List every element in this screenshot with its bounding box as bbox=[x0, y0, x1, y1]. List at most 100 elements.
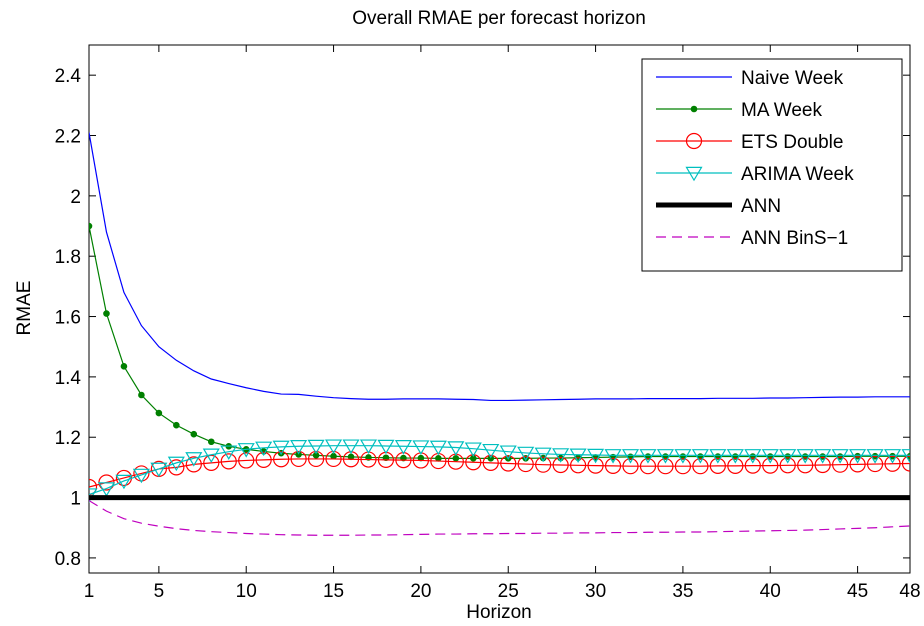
series-layer bbox=[89, 132, 910, 536]
data-point bbox=[639, 449, 657, 464]
data-point bbox=[831, 449, 849, 464]
data-point bbox=[744, 457, 761, 474]
legend-marker bbox=[685, 166, 703, 182]
data-point bbox=[762, 457, 779, 474]
data-point bbox=[207, 438, 215, 446]
data-point bbox=[534, 447, 552, 463]
data-point bbox=[866, 449, 884, 464]
x-tick-label: 10 bbox=[236, 581, 257, 602]
data-point bbox=[382, 454, 390, 462]
legend-label: ANN bbox=[741, 196, 781, 217]
data-point bbox=[394, 440, 412, 455]
x-axis-label: Horizon bbox=[466, 602, 531, 623]
data-point bbox=[727, 457, 744, 474]
chart-title: Overall RMAE per forecast horizon bbox=[352, 8, 646, 29]
data-point bbox=[120, 363, 128, 370]
data-point bbox=[883, 449, 902, 464]
data-point bbox=[290, 450, 307, 468]
legend-marker bbox=[690, 105, 698, 113]
series-3 bbox=[89, 450, 910, 496]
data-point bbox=[155, 409, 163, 417]
x-tick-label: 25 bbox=[498, 581, 519, 602]
y-tick-label: 1.2 bbox=[55, 428, 81, 449]
data-point bbox=[185, 456, 202, 473]
data-point bbox=[622, 458, 639, 475]
legend-label: Naive Week bbox=[741, 68, 844, 89]
data-point bbox=[779, 457, 796, 474]
x-tick-label: 1 bbox=[84, 581, 95, 602]
legend-entry: ANN BinS−1 bbox=[656, 228, 848, 249]
data-point bbox=[220, 453, 237, 470]
legend-label: MA Week bbox=[741, 100, 822, 121]
data-point bbox=[832, 456, 849, 473]
data-point bbox=[447, 441, 465, 456]
series-line bbox=[89, 445, 910, 496]
data-point bbox=[797, 457, 814, 474]
data-point bbox=[744, 449, 762, 464]
x-tick-label: 40 bbox=[760, 581, 781, 602]
data-point bbox=[202, 448, 220, 464]
series-6 bbox=[89, 500, 910, 536]
data-point bbox=[429, 440, 447, 456]
y-tick-label: 2.2 bbox=[55, 127, 81, 148]
data-point bbox=[621, 449, 640, 464]
data-point bbox=[884, 455, 901, 472]
data-point bbox=[517, 446, 535, 462]
data-point bbox=[849, 449, 867, 464]
data-point bbox=[814, 449, 832, 464]
data-point bbox=[255, 451, 272, 468]
data-point bbox=[452, 455, 460, 462]
legend-entry: ANN bbox=[656, 196, 781, 217]
data-point bbox=[377, 439, 395, 455]
x-tick-label: 15 bbox=[323, 581, 344, 602]
data-point bbox=[190, 430, 198, 438]
data-point bbox=[307, 450, 325, 468]
legend-entry: ARIMA Week bbox=[656, 164, 854, 185]
data-point bbox=[657, 458, 674, 475]
data-point bbox=[761, 449, 779, 464]
data-point bbox=[290, 440, 308, 455]
data-point bbox=[89, 478, 98, 496]
data-point bbox=[272, 440, 290, 456]
data-point bbox=[814, 456, 831, 474]
data-point bbox=[238, 452, 255, 469]
data-point bbox=[569, 448, 587, 464]
legend-entry: MA Week bbox=[656, 100, 822, 121]
data-point bbox=[325, 450, 342, 468]
data-point bbox=[779, 449, 797, 464]
data-point bbox=[103, 310, 110, 317]
data-point bbox=[132, 468, 150, 484]
series-line bbox=[89, 500, 910, 536]
data-point bbox=[552, 448, 570, 463]
x-tick-label: 30 bbox=[585, 581, 606, 602]
series-line bbox=[89, 458, 910, 488]
data-point bbox=[901, 455, 910, 472]
data-point bbox=[587, 448, 605, 464]
data-point bbox=[726, 449, 744, 464]
y-tick-label: 2.4 bbox=[55, 66, 82, 87]
y-tick-label: 2 bbox=[70, 187, 81, 208]
data-point bbox=[168, 459, 185, 476]
data-point bbox=[435, 455, 442, 462]
data-point bbox=[674, 449, 692, 464]
data-point bbox=[237, 443, 255, 458]
x-tick-label: 48 bbox=[899, 581, 920, 602]
data-point bbox=[464, 442, 482, 458]
data-point bbox=[97, 482, 116, 497]
legend-label: ETS Double bbox=[741, 132, 843, 153]
data-point bbox=[203, 454, 220, 471]
x-axis-ticks: 1 5 10 15 20 25 30 35 40 45 48 bbox=[84, 45, 921, 602]
x-tick-label: 20 bbox=[410, 581, 431, 602]
data-point bbox=[709, 449, 727, 464]
data-point bbox=[709, 457, 726, 474]
legend-entry: ETS Double bbox=[656, 132, 843, 153]
legend-marker bbox=[685, 132, 703, 150]
data-point bbox=[325, 439, 343, 454]
x-tick-label: 35 bbox=[672, 581, 693, 602]
data-point bbox=[535, 456, 552, 473]
data-point bbox=[692, 458, 709, 475]
data-point bbox=[482, 443, 500, 459]
legend-label: ANN BinS−1 bbox=[741, 228, 848, 249]
data-point bbox=[674, 458, 692, 475]
